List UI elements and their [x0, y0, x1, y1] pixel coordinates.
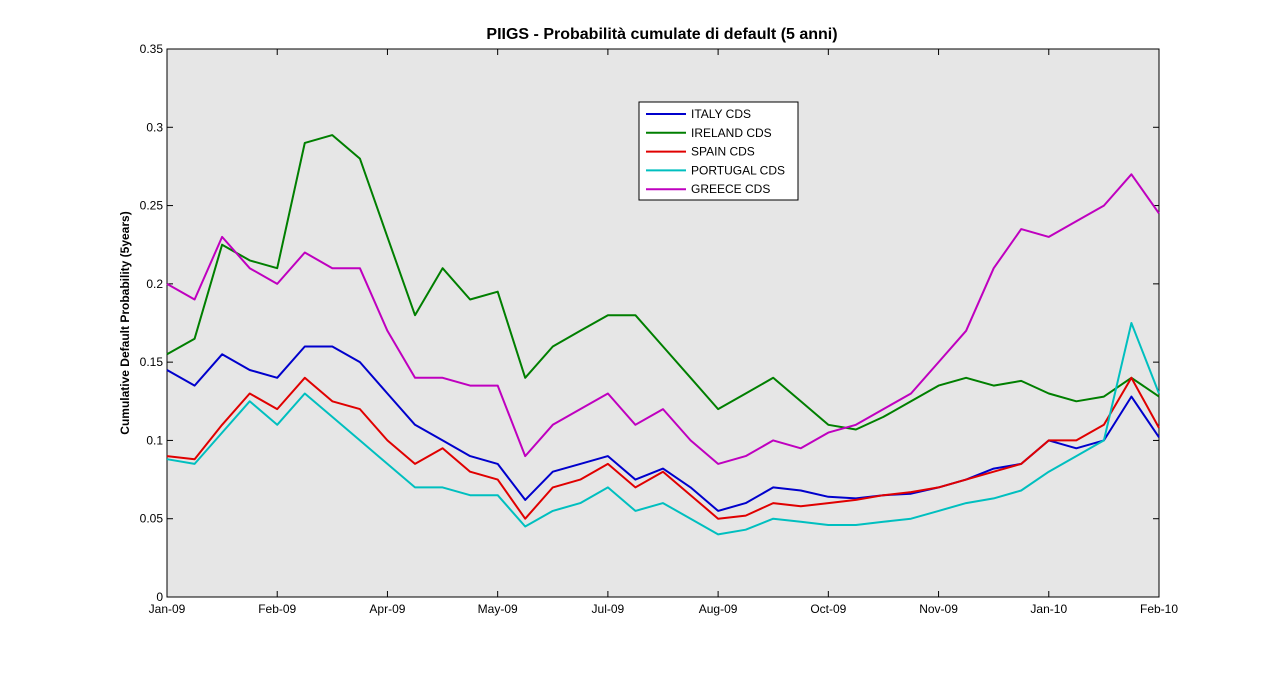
x-tick-label: Jan-09 — [149, 602, 186, 616]
x-tick-label: Nov-09 — [919, 602, 958, 616]
x-tick-label: Feb-09 — [258, 602, 296, 616]
y-tick-label: 0.1 — [146, 433, 163, 447]
x-tick-label: Aug-09 — [699, 602, 738, 616]
y-tick-label: 0.3 — [146, 120, 163, 134]
series-line-4 — [166, 173, 1160, 465]
x-tick-label: Feb-10 — [1140, 602, 1178, 616]
legend-label: PORTUGAL CDS — [691, 163, 785, 177]
legend-label: SPAIN CDS — [691, 145, 755, 159]
legend-label: ITALY CDS — [691, 107, 751, 121]
series-line-0 — [166, 345, 1160, 512]
x-tick-label: Oct-09 — [810, 602, 846, 616]
x-tick-label: May-09 — [478, 602, 518, 616]
y-tick-label: 0 — [156, 590, 163, 604]
x-tick-label: Jan-10 — [1030, 602, 1067, 616]
y-tick-label: 0.2 — [146, 277, 163, 291]
y-axis-label: Cumulative Default Probability (5years) — [118, 211, 132, 434]
series-line-2 — [166, 376, 1160, 520]
legend: ITALY CDS IRELAND CDS SPAIN CDS PORTUGAL CD… — [638, 101, 799, 201]
series-line-1 — [166, 134, 1160, 431]
y-tick-label: 0.05 — [140, 512, 164, 526]
series-line-3 — [166, 322, 1160, 536]
legend-label: GREECE CDS — [691, 182, 770, 196]
y-tick-label: 0.25 — [140, 199, 164, 213]
series-lines — [166, 134, 1160, 536]
x-tick-label: Jul-09 — [592, 602, 625, 616]
y-axis: 0 0.05 0.1 0.15 0.2 0.25 0.3 0.35 — [140, 42, 1159, 604]
chart-title: PIIGS - Probabilità cumulate di default … — [486, 26, 837, 43]
legend-label: IRELAND CDS — [691, 126, 772, 140]
y-tick-label: 0.15 — [140, 355, 164, 369]
x-axis: Jan-09 Feb-09 Apr-09 May-09 Jul-09 Aug-09 Oct-… — [149, 49, 1178, 616]
y-tick-label: 0.35 — [140, 42, 164, 56]
x-tick-label: Apr-09 — [369, 602, 405, 616]
